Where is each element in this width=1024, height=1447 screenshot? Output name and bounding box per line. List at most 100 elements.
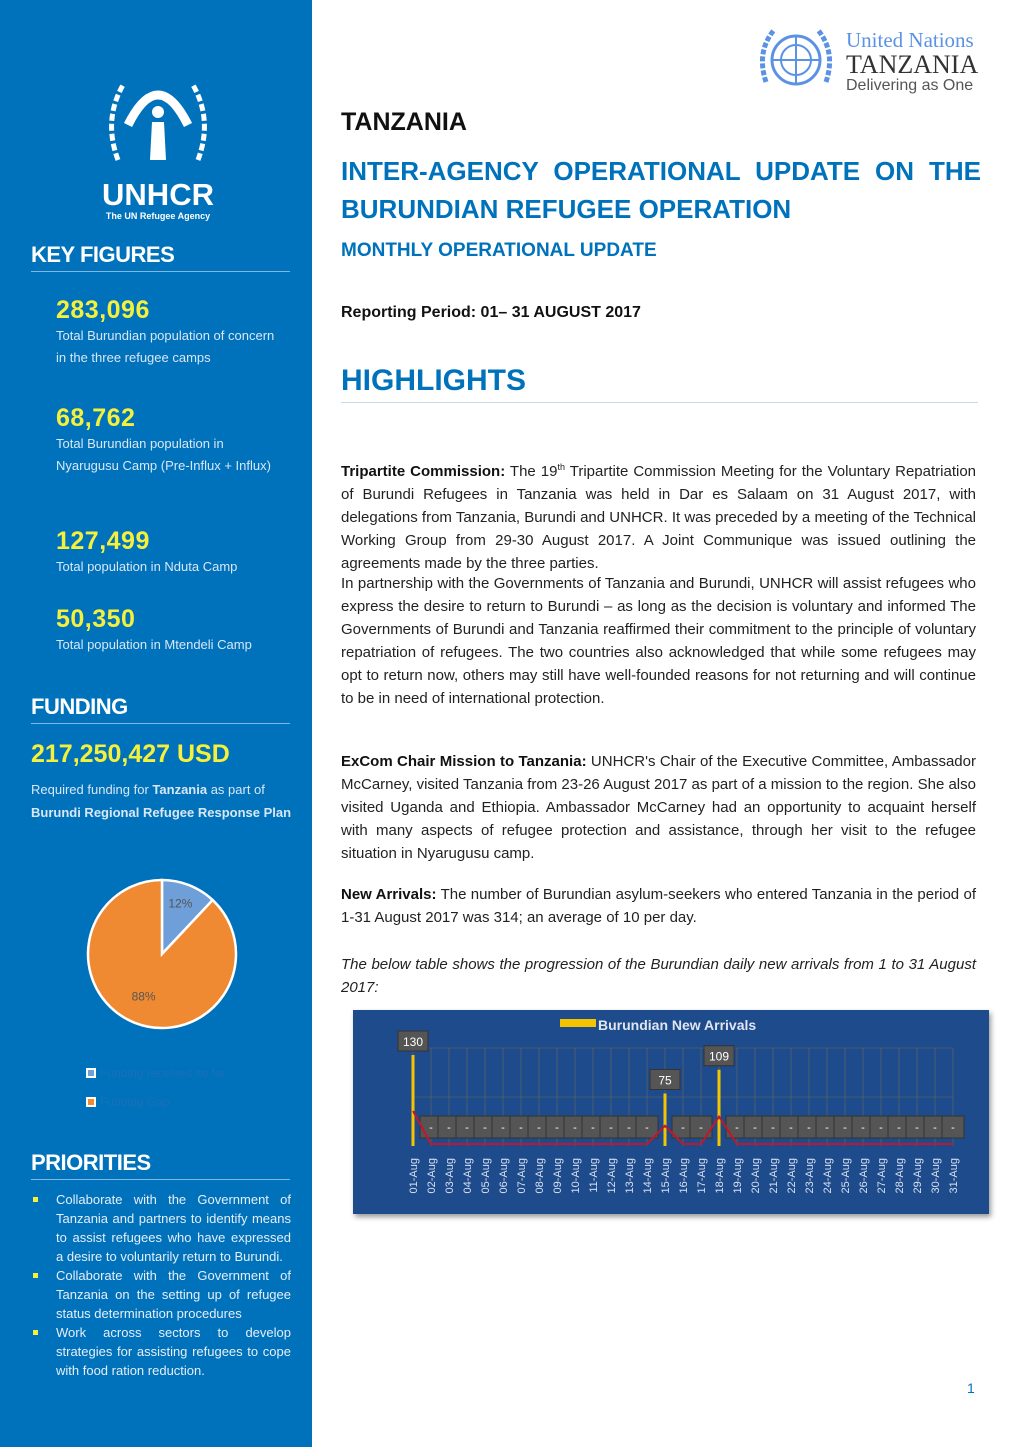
superscript: th (557, 462, 565, 472)
x-tick-label: 11-Aug (588, 1158, 600, 1193)
data-label: - (843, 1122, 847, 1134)
x-tick-label: 13-Aug (624, 1158, 636, 1193)
pie-legend-item: Funding Gap (86, 1095, 169, 1109)
paragraph-text: UNHCR's Chair of the Executive Committee… (341, 753, 976, 862)
partnership-paragraph: In partnership with the Governments of T… (341, 575, 976, 707)
un-line3: Delivering as One (846, 76, 974, 94)
funding-desc-text: Required funding for (31, 782, 153, 797)
x-tick-label: 21-Aug (768, 1158, 780, 1193)
paragraph-label: Tripartite Commission: (341, 463, 506, 480)
key-figure: 127,499 Total population in Nduta Camp (56, 527, 286, 578)
priority-item: Collaborate with the Government of Tanza… (31, 1266, 291, 1323)
un-tanzania-logo: United Nations TANZANIA Delivering as One (754, 22, 978, 100)
data-label: - (573, 1122, 577, 1134)
trend-line (412, 1110, 953, 1145)
x-tick-label: 22-Aug (786, 1158, 798, 1193)
document-subtitle: MONTHLY OPERATIONAL UPDATE (341, 240, 657, 261)
paragraph-text: Tripartite Commission Meeting for the Vo… (341, 463, 976, 572)
x-tick-label: 03-Aug (444, 1158, 456, 1193)
x-tick-label: 15-Aug (660, 1158, 672, 1193)
legend-swatch (86, 1097, 96, 1107)
x-tick-label: 17-Aug (696, 1158, 708, 1193)
highlights-heading: HIGHLIGHTS (341, 364, 978, 403)
legend-label: Funding Gap (100, 1095, 170, 1109)
data-label: - (825, 1122, 829, 1134)
data-label: - (699, 1122, 703, 1134)
key-figure-desc: Total Burundian population in Nyarugusu … (56, 436, 271, 473)
data-label: 109 (709, 1050, 729, 1064)
data-label: - (915, 1122, 919, 1134)
x-tick-label: 12-Aug (606, 1158, 618, 1193)
un-line2: TANZANIA (846, 49, 979, 79)
key-figure-value: 50,350 (56, 605, 136, 633)
x-tick-label: 20-Aug (750, 1158, 762, 1193)
x-tick-label: 23-Aug (804, 1158, 816, 1193)
data-label: - (771, 1122, 775, 1134)
data-label: - (861, 1122, 865, 1134)
unhcr-wordmark: UNHCR (102, 177, 214, 212)
data-label: - (483, 1122, 487, 1134)
unhcr-tagline: The UN Refugee Agency (105, 211, 211, 221)
data-label: - (465, 1122, 469, 1134)
priorities-heading: PRIORITIES (31, 1150, 290, 1180)
paragraph-label: ExCom Chair Mission to Tanzania: (341, 753, 587, 770)
funding-amount: 217,250,427 USD (31, 740, 230, 768)
x-tick-label: 29-Aug (912, 1158, 924, 1193)
data-label: - (789, 1122, 793, 1134)
title-line: BURUNDIAN REFUGEE OPERATION (341, 194, 792, 224)
x-tick-label: 01-Aug (408, 1158, 420, 1193)
x-tick-label: 27-Aug (876, 1158, 888, 1193)
x-tick-label: 05-Aug (480, 1158, 492, 1193)
data-label-box (941, 1115, 965, 1139)
bar (717, 1069, 721, 1146)
x-tick-label: 16-Aug (678, 1158, 690, 1193)
bar (411, 1055, 415, 1146)
document-title: INTER-AGENCY OPERATIONAL UPDATE ON THE BU… (341, 152, 981, 228)
data-label: - (681, 1122, 685, 1134)
data-label-box (703, 1045, 735, 1067)
data-label: 75 (658, 1074, 672, 1088)
data-label: - (537, 1122, 541, 1134)
funding-desc-plan: Burundi Regional Refugee Response Plan (31, 805, 292, 820)
title-line: INTER-AGENCY OPERATIONAL UPDATE ON THE (341, 156, 981, 186)
key-figure: 50,350 Total population in Mtendeli Camp (56, 605, 286, 656)
data-label: - (429, 1122, 433, 1134)
x-tick-label: 09-Aug (552, 1158, 564, 1193)
key-figures-heading: KEY FIGURES (31, 242, 290, 272)
x-tick-label: 02-Aug (426, 1158, 438, 1193)
legend-swatch (560, 1019, 596, 1027)
excom-paragraph: ExCom Chair Mission to Tanzania: UNHCR's… (341, 750, 976, 865)
pie-slice (86, 878, 238, 1030)
data-label: - (807, 1122, 811, 1134)
data-label: - (555, 1122, 559, 1134)
x-tick-label: 06-Aug (498, 1158, 510, 1193)
priority-item: Collaborate with the Government of Tanza… (31, 1190, 291, 1266)
x-tick-label: 24-Aug (822, 1158, 834, 1193)
data-label: - (447, 1122, 451, 1134)
data-label-box (649, 1069, 681, 1090)
x-tick-label: 14-Aug (642, 1158, 654, 1193)
x-tick-label: 19-Aug (732, 1158, 744, 1193)
chart-legend: Burundian New Arrivals (598, 1017, 756, 1033)
key-figure-desc: Total Burundian population of concern in… (56, 328, 275, 365)
data-label: 130 (403, 1035, 423, 1049)
funding-description: Required funding for Tanzania as part of… (31, 778, 296, 824)
key-figure-desc: Total population in Nduta Camp (56, 559, 238, 574)
x-tick-label: 26-Aug (858, 1158, 870, 1193)
un-line1: United Nations (846, 27, 974, 52)
key-figure-value: 283,096 (56, 296, 150, 324)
unhcr-logo: UNHCR The UN Refugee Agency (88, 70, 228, 221)
priority-item: Work across sectors to develop strategie… (31, 1323, 291, 1380)
page-number: 1 (967, 1380, 975, 1396)
new-arrivals-paragraph: New Arrivals: The number of Burundian as… (341, 883, 976, 929)
data-label: - (753, 1122, 757, 1134)
legend-label: Funding received so far (100, 1066, 226, 1080)
sidebar: UNHCR The UN Refugee Agency KEY FIGURES … (0, 0, 312, 1447)
data-label: - (519, 1122, 523, 1134)
data-label-box (397, 1030, 429, 1052)
x-tick-label: 07-Aug (516, 1158, 528, 1193)
data-label: - (645, 1122, 649, 1134)
data-label: - (951, 1122, 955, 1134)
x-tick-label: 31-Aug (948, 1158, 960, 1193)
funding-pie-chart: 12% 88% (86, 878, 238, 1030)
